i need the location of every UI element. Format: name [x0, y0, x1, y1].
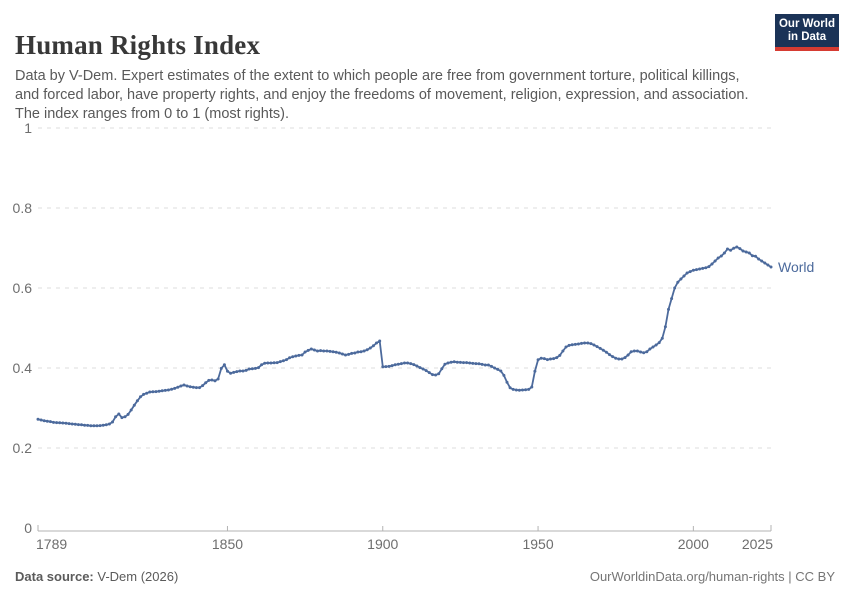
y-axis-tick-label: 0	[24, 520, 32, 536]
y-axis-tick-label: 0.2	[13, 440, 33, 456]
x-axis-tick-label: 2000	[678, 536, 709, 552]
data-source-value: V-Dem (2026)	[93, 569, 179, 584]
world-line[interactable]	[37, 246, 772, 427]
x-axis-tick-label: 1789	[36, 536, 67, 552]
citation-link[interactable]: OurWorldinData.org/human-rights | CC BY	[589, 569, 835, 584]
data-source-label: Data source:	[15, 569, 94, 584]
chart-subtitle: Data by V-Dem. Expert estimates of the e…	[15, 67, 749, 122]
x-axis-tick-label: 1950	[522, 536, 553, 552]
x-axis-tick-label: 1900	[367, 536, 398, 552]
y-axis-tick-label: 0.6	[13, 280, 33, 296]
y-axis-tick-label: 0.8	[13, 200, 33, 216]
data-source-note: Data source: V-Dem (2026)	[15, 569, 178, 584]
y-axis-tick-label: 0.4	[13, 360, 33, 376]
series-end-label-world[interactable]: World	[778, 259, 814, 275]
world-line-markers[interactable]	[36, 245, 773, 428]
owid-logo-text: Our World in Data	[778, 17, 835, 43]
page-title: Human Rights Index	[15, 30, 261, 61]
x-axis-tick-label: 2025	[742, 536, 773, 552]
owid-logo[interactable]: Our World in Data	[775, 14, 839, 51]
x-axis-tick-label: 1850	[212, 536, 243, 552]
y-axis-tick-label: 1	[24, 120, 32, 136]
